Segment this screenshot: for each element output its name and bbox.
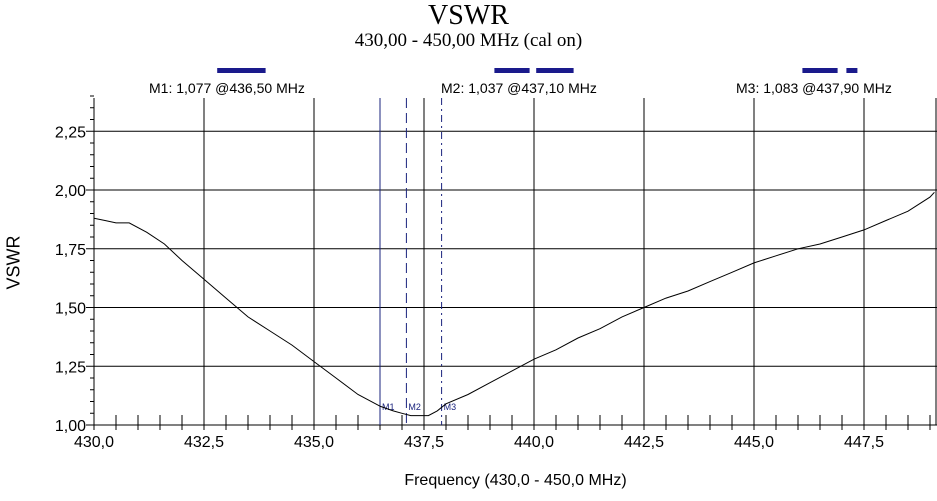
x-tick-label: 430,0: [74, 434, 114, 451]
x-tick-label: 437,5: [404, 434, 444, 451]
y-tick-label: 1,75: [55, 242, 86, 259]
marker-bar-m2: [494, 68, 530, 73]
marker-tag-m2: M2: [408, 402, 421, 412]
marker-m2-readout: M2: 1,037 @437,10 MHz: [441, 80, 597, 96]
x-tick-label: 442,5: [624, 434, 664, 451]
y-tick-label: 2,25: [55, 124, 86, 141]
y-tick-label: 1,50: [55, 301, 86, 318]
marker-bar-m2: [536, 68, 574, 73]
marker-m3-readout: M3: 1,083 @437,90 MHz: [736, 80, 892, 96]
x-axis-label: Frequency (430,0 - 450,0 MHz): [404, 472, 627, 489]
vswr-curve: [93, 191, 935, 417]
x-tick-label: 447,5: [844, 434, 884, 451]
marker-tag-m1: M1: [382, 402, 395, 412]
marker-m1-readout: M1: 1,077 @436,50 MHz: [149, 80, 305, 96]
marker-tag-m3: M3: [444, 402, 457, 412]
y-tick-label: 1,25: [55, 359, 86, 376]
y-tick-label: 2,00: [55, 183, 86, 200]
marker-bar-m3: [802, 68, 838, 73]
x-tick-label: 440,0: [514, 434, 554, 451]
y-tick-label: 1,00: [55, 418, 86, 435]
x-tick-label: 435,0: [294, 434, 334, 451]
marker-bar-m1: [217, 68, 266, 73]
x-tick-label: 445,0: [734, 434, 774, 451]
marker-bar-m3: [846, 68, 858, 73]
chart-title: VSWR: [428, 0, 509, 31]
x-tick-label: 432,5: [184, 434, 224, 451]
chart-subtitle: 430,00 - 450,00 MHz (cal on): [354, 30, 583, 51]
